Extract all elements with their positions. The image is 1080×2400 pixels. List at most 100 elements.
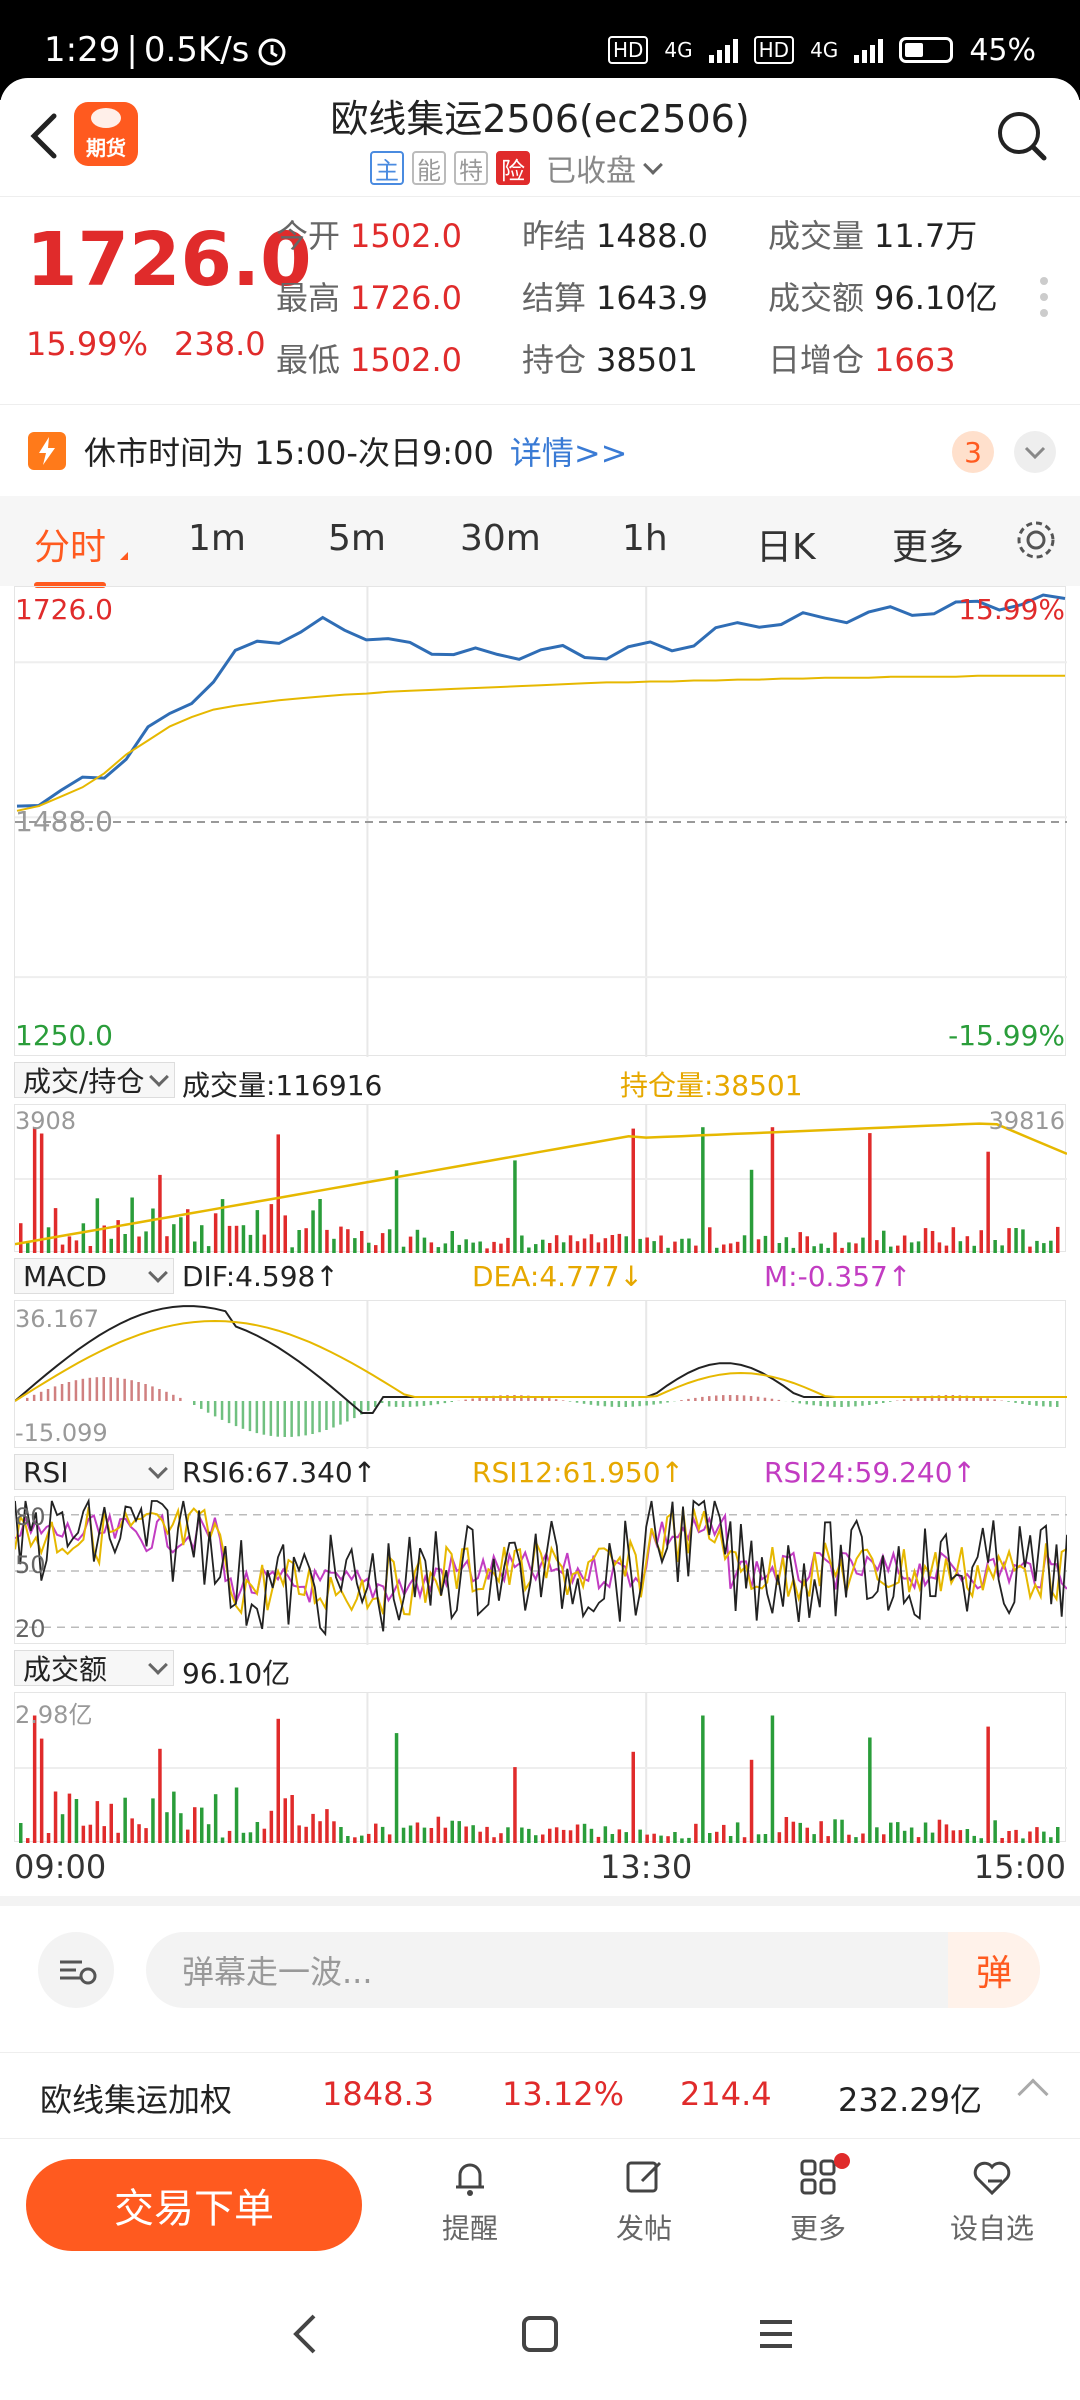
volume-bar: [909, 1242, 914, 1253]
macd-histogram-bar: [297, 1401, 300, 1437]
notice-details-link[interactable]: 详情>>: [509, 433, 628, 472]
amount-chart[interactable]: 2.98亿: [14, 1692, 1067, 1843]
nav-alert[interactable]: 提醒: [410, 2153, 530, 2247]
system-home-icon[interactable]: [520, 2314, 560, 2354]
back-arrow-icon[interactable]: [24, 106, 64, 166]
macd-histogram-bar: [575, 1401, 579, 1403]
quote-field-label: 结算: [522, 279, 587, 317]
tab-5m[interactable]: 5m: [328, 518, 386, 559]
tag-special[interactable]: 特: [454, 151, 488, 185]
expand-icon[interactable]: [1014, 431, 1056, 473]
amount-bar: [694, 1823, 698, 1843]
amount-bar: [972, 1835, 976, 1843]
rsi12-line: [15, 1506, 1067, 1616]
macd-histogram-bar: [401, 1401, 405, 1407]
nav-more[interactable]: 更多: [758, 2153, 878, 2247]
macd-histogram-bar: [380, 1401, 384, 1403]
volume-bar: [144, 1231, 148, 1253]
volume-bar: [930, 1231, 935, 1253]
quote-field: 最低 1502.0: [276, 335, 522, 381]
quote-field-label: 最低: [276, 341, 341, 379]
amount-bar: [902, 1830, 907, 1843]
volume-bar: [74, 1240, 79, 1253]
tag-energy[interactable]: 能: [412, 151, 446, 185]
volume-bar: [513, 1160, 517, 1253]
more-dots-icon[interactable]: [1040, 277, 1048, 317]
market-status[interactable]: 已收盘: [546, 146, 663, 190]
volume-chart[interactable]: 3908 39816: [14, 1104, 1067, 1253]
price-top-pct: 15.99%: [958, 593, 1065, 626]
bell-icon: [456, 2163, 484, 2196]
nav-watchlist[interactable]: 设自选: [932, 2153, 1052, 2247]
amount-bar: [457, 1821, 461, 1843]
macd-histogram-bar: [965, 1395, 969, 1401]
macd-histogram-bar: [415, 1401, 419, 1407]
amount-bar: [840, 1819, 844, 1843]
danmu-input[interactable]: 弹幕走一波... 弹: [146, 1932, 1040, 2008]
macd-histogram-bar: [290, 1401, 293, 1437]
macd-histogram-bar: [882, 1401, 885, 1403]
danmu-toggle-button[interactable]: 弹: [948, 1932, 1040, 2008]
quote-summary: 1726.0 15.99% 238.0 今开 1502.0 昨结 1488.0 成交量 1…: [0, 196, 1080, 404]
macd-histogram-bar: [742, 1395, 746, 1401]
open-interest-value: 持仓量:38501: [620, 1069, 803, 1102]
intraday-price-chart[interactable]: 1726.0 15.99% 1488.0 1250.0 -15.99%: [14, 586, 1067, 1057]
volume-bar: [1000, 1245, 1004, 1253]
gear-icon[interactable]: [1012, 516, 1060, 564]
rsi-chart[interactable]: 80 50 20: [14, 1496, 1067, 1645]
macd-selector[interactable]: MACD: [14, 1258, 174, 1294]
volume-bar: [387, 1229, 392, 1253]
amount-bar: [520, 1827, 524, 1843]
volume-bar: [1021, 1229, 1025, 1253]
weighted-change: 214.4: [680, 2075, 772, 2113]
volume-oi-selector[interactable]: 成交/持仓: [14, 1062, 176, 1098]
macd-histogram-bar: [172, 1394, 175, 1401]
rsi-selector[interactable]: RSI: [14, 1454, 174, 1490]
quote-field: 成交量 11.7万: [768, 211, 1028, 257]
quote-field: 结算 1643.9: [522, 273, 768, 319]
amount-bar: [575, 1824, 580, 1843]
amount-bar: [659, 1835, 663, 1843]
tab-1h[interactable]: 1h: [622, 518, 668, 559]
volume-bar: [645, 1237, 649, 1253]
volume-bar: [631, 1128, 635, 1253]
search-icon[interactable]: [994, 108, 1050, 164]
macd-m: M:-0.357↑: [764, 1260, 912, 1293]
amount-selector[interactable]: 成交额: [14, 1650, 174, 1686]
rsi6-value: RSI6:67.340↑: [182, 1456, 377, 1489]
trade-order-button[interactable]: 交易下单: [26, 2159, 362, 2251]
volume-bar: [179, 1217, 183, 1253]
macd-chart[interactable]: 36.167 -15.099: [14, 1300, 1067, 1449]
volume-bar: [986, 1151, 990, 1253]
macd-histogram-bar: [541, 1397, 544, 1401]
volume-bar: [944, 1245, 949, 1253]
notification-badge[interactable]: 3: [952, 431, 994, 473]
tab-more[interactable]: 更多: [892, 527, 965, 568]
danmu-settings-icon[interactable]: [38, 1932, 114, 2008]
volume-bar: [276, 1134, 280, 1253]
tab-30m[interactable]: 30m: [460, 518, 541, 559]
tab-1m[interactable]: 1m: [188, 518, 246, 559]
amount-bar: [471, 1825, 475, 1843]
volume-bar: [429, 1242, 434, 1253]
amount-bar: [896, 1822, 900, 1843]
tag-risk[interactable]: 险: [496, 151, 530, 185]
tag-main[interactable]: 主: [370, 151, 404, 185]
quote-fields: 今开 1502.0 昨结 1488.0 成交量 11.7万 最高 1726.0 结算 1643.9…: [276, 211, 1028, 381]
weighted-index-row[interactable]: 欧线集运加权 1848.3 13.12% 214.4 232.29亿: [0, 2052, 1080, 2138]
tab-daily-k[interactable]: 日K: [756, 527, 816, 568]
chevron-up-icon[interactable]: [1017, 2078, 1049, 2110]
system-back-icon[interactable]: [290, 2312, 320, 2356]
nav-post[interactable]: 发帖: [584, 2153, 704, 2247]
amount-bar: [645, 1834, 649, 1843]
app-header: 期货 欧线集运2506(ec2506) 主 能 特 险 已收盘: [0, 78, 1080, 196]
macd-histogram-bar: [130, 1380, 133, 1401]
system-menu-icon[interactable]: [756, 2314, 796, 2354]
amount-bar: [784, 1817, 789, 1843]
amount-bar: [854, 1837, 858, 1843]
tab-intraday[interactable]: 分时: [34, 518, 107, 588]
price-bottom-pct: -15.99%: [948, 1019, 1065, 1052]
macd-histogram-bar: [471, 1398, 474, 1401]
amount-bar: [568, 1830, 573, 1843]
macd-histogram-bar: [332, 1401, 335, 1428]
